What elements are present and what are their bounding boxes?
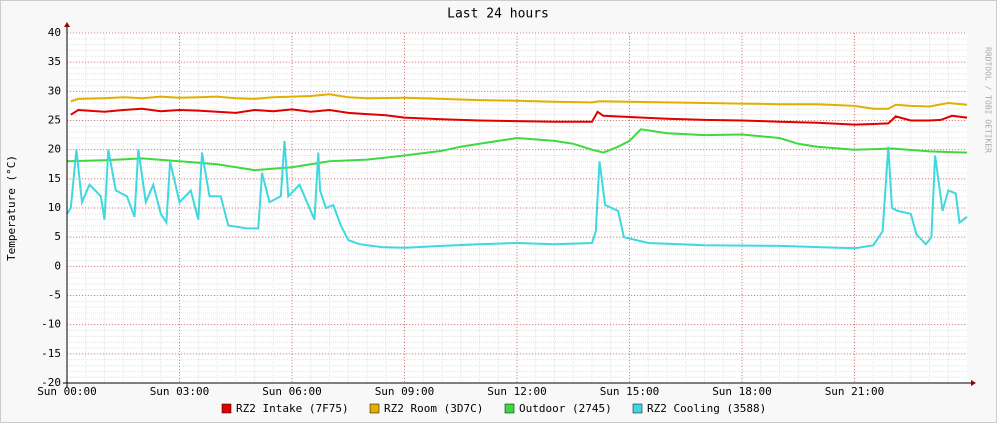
y-tick-label: 0 [54, 259, 61, 272]
y-tick-label: -5 [48, 289, 61, 302]
legend-label: Outdoor (2745) [519, 402, 612, 415]
y-tick-label: 10 [48, 201, 61, 214]
x-tick-label: Sun 21:00 [825, 385, 885, 398]
y-tick-label: -10 [41, 318, 61, 331]
y-tick-label: 15 [48, 172, 61, 185]
legend-swatch [221, 403, 232, 414]
y-tick-label: 5 [54, 230, 61, 243]
series-line [66, 128, 968, 172]
y-tick-label: -20 [41, 376, 61, 389]
x-axis-arrow [971, 380, 976, 386]
y-tick-label: 35 [48, 55, 61, 68]
x-tick-label: Sun 12:00 [487, 385, 547, 398]
legend-label: RZ2 Cooling (3588) [647, 402, 766, 415]
y-tick-label: 40 [48, 26, 61, 39]
x-tick-label: Sun 15:00 [600, 385, 660, 398]
watermark: RRDTOOL / TOBI OETIKER [984, 47, 993, 153]
y-tick-label: 20 [48, 143, 61, 156]
legend-swatch [369, 403, 380, 414]
legend-swatch [504, 403, 515, 414]
y-axis-arrow [64, 22, 70, 27]
chart-title: Last 24 hours [447, 7, 549, 22]
x-tick-label: Sun 00:00 [37, 385, 97, 398]
series-line [66, 140, 968, 250]
x-tick-label: Sun 06:00 [262, 385, 322, 398]
x-tick-label: Sun 18:00 [712, 385, 772, 398]
y-tick-label: -15 [41, 347, 61, 360]
legend-swatch [632, 403, 643, 414]
x-tick-label: Sun 09:00 [375, 385, 435, 398]
y-axis-label: Temperature (°C) [5, 155, 18, 261]
y-tick-label: 30 [48, 84, 61, 97]
series-line [70, 107, 968, 126]
legend-label: RZ2 Intake (7F75) [236, 402, 349, 415]
x-tick-label: Sun 03:00 [150, 385, 210, 398]
legend-label: RZ2 Room (3D7C) [384, 402, 483, 415]
series-line [70, 93, 968, 110]
y-tick-label: 25 [48, 114, 61, 127]
